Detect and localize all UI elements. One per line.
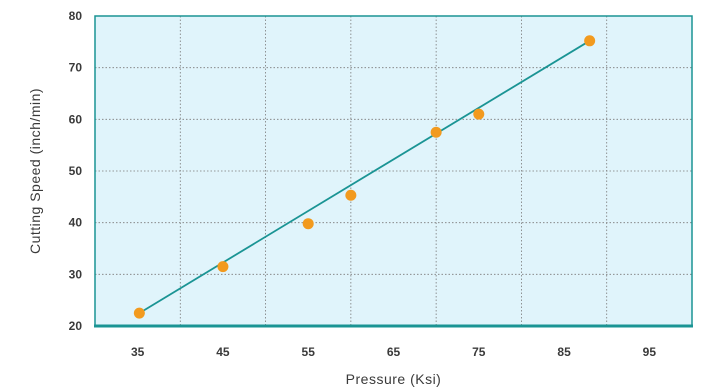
y-tick-label: 60	[69, 112, 83, 126]
y-tick-label: 70	[69, 61, 83, 75]
gridlines	[95, 16, 692, 326]
y-tick-label: 40	[69, 216, 83, 230]
data-point	[217, 261, 229, 273]
data-point	[473, 108, 485, 120]
x-tick-label: 55	[302, 345, 316, 359]
x-tick-label: 85	[557, 345, 571, 359]
y-tick-label: 20	[69, 319, 83, 333]
x-tick-label: 35	[131, 345, 145, 359]
x-tick-label: 65	[387, 345, 401, 359]
x-tick-label: 45	[216, 345, 230, 359]
data-points	[133, 35, 596, 319]
y-tick-label: 80	[69, 9, 83, 23]
plot-frame	[94, 15, 693, 328]
trendline	[138, 40, 591, 314]
y-axis-label: Cutting Speed (inch/min)	[27, 88, 43, 254]
x-axis-label: Pressure (Ksi)	[346, 371, 442, 387]
x-tick-label: 95	[643, 345, 657, 359]
x-axis-ticks: 35 45 55 65 75 85 95	[131, 345, 656, 359]
y-tick-label: 50	[69, 164, 83, 178]
data-point	[133, 307, 145, 319]
x-tick-label: 75	[472, 345, 486, 359]
y-axis-ticks: 20 30 40 50 60 70 80	[69, 9, 83, 333]
data-point	[345, 189, 357, 201]
data-point	[302, 218, 314, 230]
y-tick-label: 30	[69, 267, 83, 281]
data-point	[430, 126, 442, 138]
data-point	[584, 35, 596, 47]
